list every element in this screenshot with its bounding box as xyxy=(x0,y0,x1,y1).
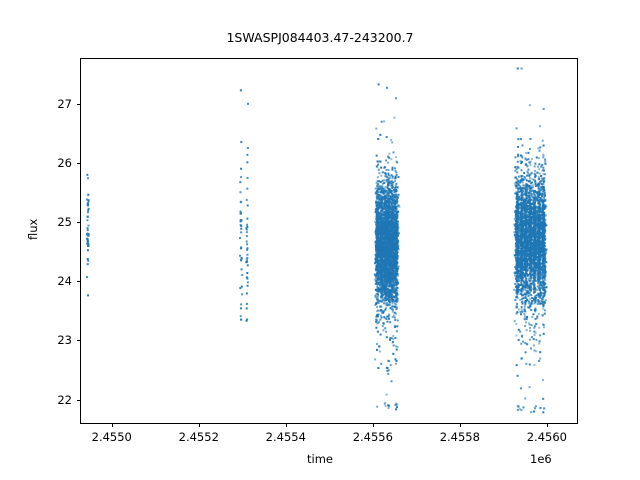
y-tick-mark xyxy=(76,281,80,283)
x-tick-label: 2.4552 xyxy=(178,430,219,444)
y-tick-mark xyxy=(76,104,80,106)
x-tick-mark xyxy=(111,423,113,427)
x-tick-label: 2.4550 xyxy=(91,430,132,444)
x-tick-mark xyxy=(198,423,200,427)
y-tick-label: 23 xyxy=(57,333,72,348)
x-tick-label: 2.4556 xyxy=(352,430,393,444)
y-tick-label: 24 xyxy=(57,274,72,289)
scatter-data-layer xyxy=(81,59,577,423)
x-tick-label: 2.4560 xyxy=(526,430,567,444)
y-tick-mark xyxy=(76,222,80,224)
y-tick-mark xyxy=(76,163,80,165)
x-tick-mark xyxy=(546,423,548,427)
y-tick-mark xyxy=(76,399,80,401)
x-tick-label: 2.4554 xyxy=(265,430,306,444)
x-axis-offset-label: 1e6 xyxy=(530,452,552,466)
y-tick-mark xyxy=(76,340,80,342)
plot-axes xyxy=(80,58,578,424)
y-tick-label: 27 xyxy=(57,97,72,112)
x-tick-mark xyxy=(285,423,287,427)
x-axis-label: time xyxy=(307,452,333,466)
y-axis-label: flux xyxy=(26,218,40,240)
page-title: 1SWASPJ084403.47-243200.7 xyxy=(226,30,414,45)
y-tick-label: 25 xyxy=(57,215,72,230)
x-tick-label: 2.4558 xyxy=(439,430,480,444)
y-tick-label: 26 xyxy=(57,156,72,171)
scatter-series xyxy=(86,67,548,414)
y-tick-label: 22 xyxy=(57,392,72,407)
x-tick-mark xyxy=(372,423,374,427)
x-tick-mark xyxy=(459,423,461,427)
